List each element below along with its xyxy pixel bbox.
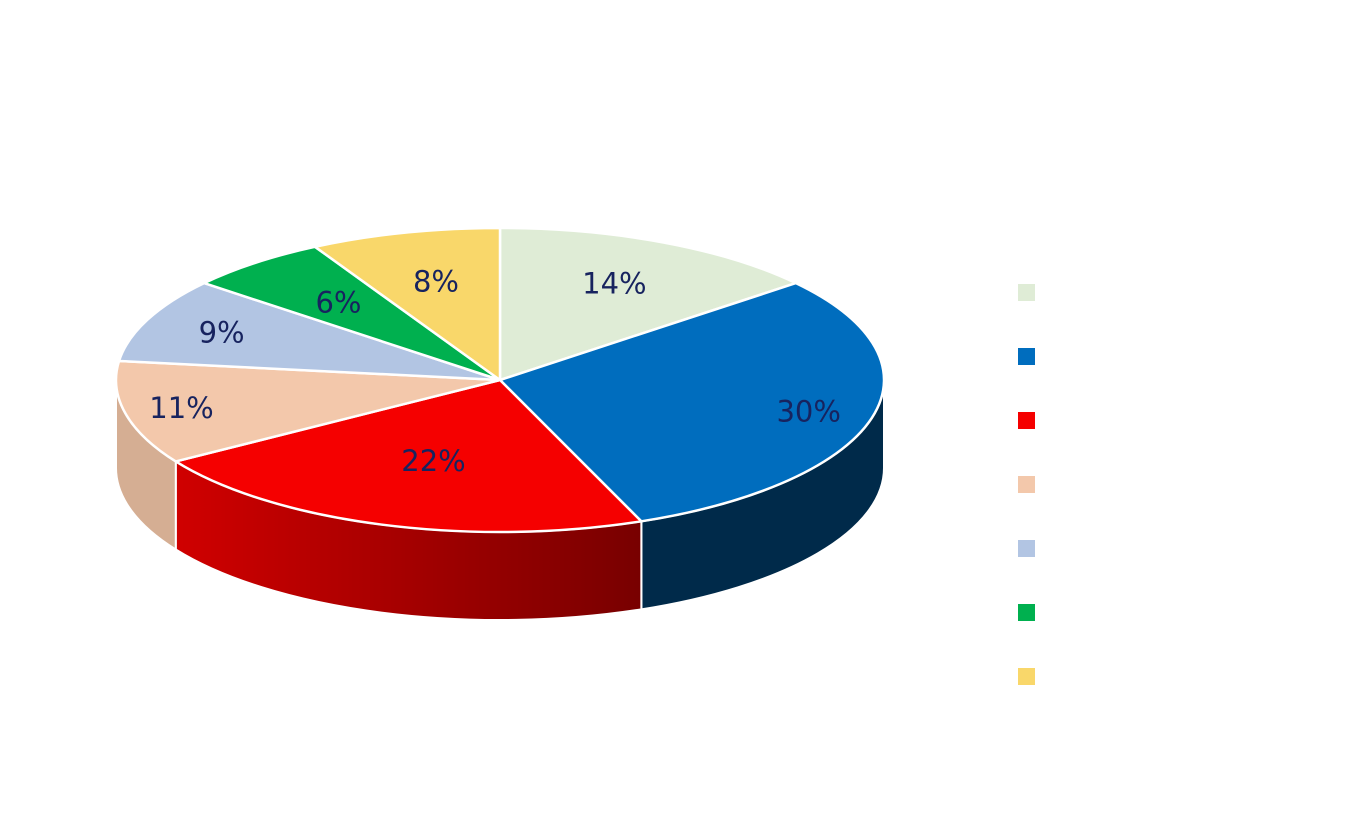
pie-slice-5 — [202, 245, 502, 382]
data-label-3: 11% — [149, 391, 213, 425]
data-label-6: 8% — [413, 264, 459, 298]
legend-item-1 — [1018, 324, 1045, 388]
legend-item-4 — [1018, 516, 1045, 580]
pie-slice-0 — [498, 226, 798, 382]
pie-slice-2 — [174, 378, 643, 534]
data-label-0: 14% — [582, 267, 646, 301]
legend-swatch-2 — [1018, 411, 1035, 429]
pie-slice-6 — [313, 226, 502, 382]
legend-swatch-5 — [1018, 603, 1035, 621]
legend-swatch-1 — [1018, 347, 1035, 365]
data-label-2: 22% — [401, 444, 465, 478]
pie-slice-1 — [498, 281, 886, 523]
legend-item-5 — [1018, 580, 1045, 644]
legend-swatch-0 — [1018, 283, 1035, 301]
pie-slice-3 — [114, 359, 502, 463]
pie-data-labels: 14% 30% 22% 11% 9% 6% 8% — [149, 264, 841, 478]
legend-swatch-3 — [1018, 475, 1035, 493]
legend-swatch-4 — [1018, 539, 1035, 557]
data-label-5: 6% — [315, 286, 361, 320]
data-label-1: 30% — [776, 394, 840, 428]
legend-item-3 — [1018, 452, 1045, 516]
legend-item-6 — [1018, 644, 1045, 708]
legend-swatch-6 — [1018, 667, 1035, 685]
legend-item-0 — [1018, 260, 1045, 324]
legend — [1018, 260, 1045, 708]
legend-item-2 — [1018, 388, 1045, 452]
data-label-4: 9% — [199, 315, 245, 349]
pie-slices — [114, 226, 886, 534]
pie-slice-4 — [117, 281, 502, 382]
